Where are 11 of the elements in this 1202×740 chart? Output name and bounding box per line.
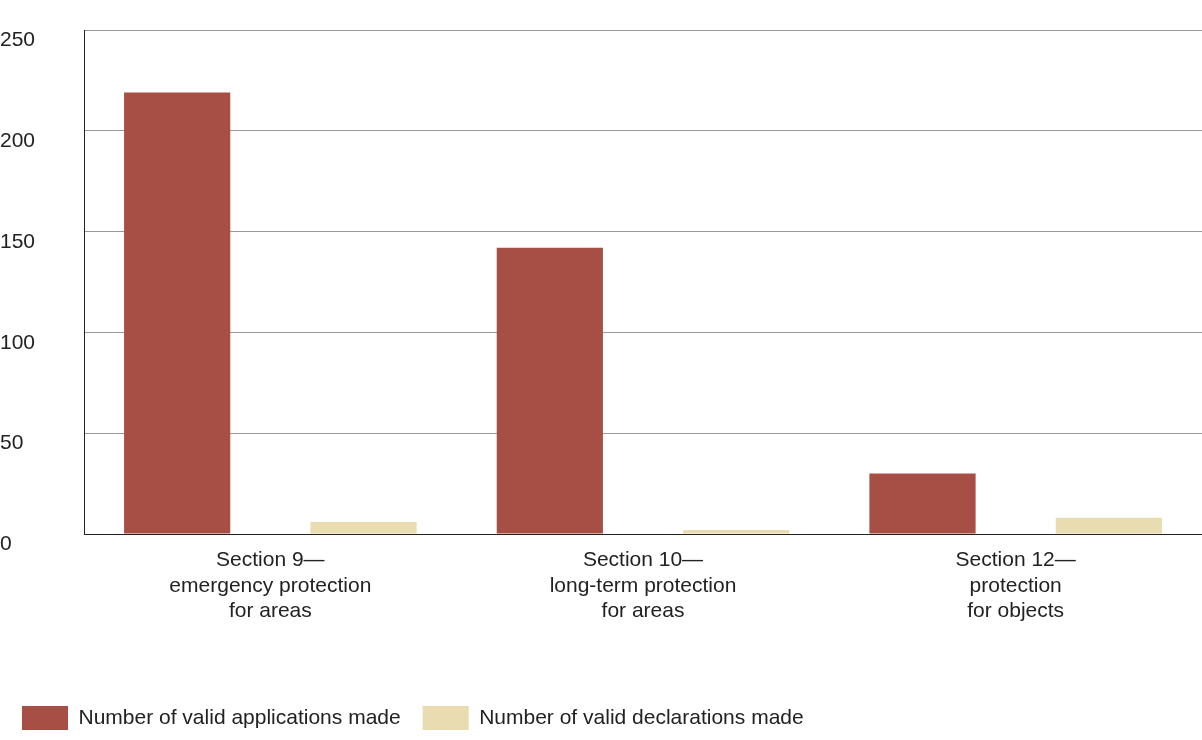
y-tick-label: 100 bbox=[0, 329, 36, 353]
x-tick-label: Section 12— protection for objects bbox=[955, 547, 1076, 621]
y-tick-label: 250 bbox=[0, 27, 36, 51]
y-tick-label: 50 bbox=[0, 430, 24, 454]
x-tick-label: Section 9— emergency protection for areas bbox=[169, 547, 372, 621]
y-tick-label: 0 bbox=[0, 531, 12, 555]
legend-label: Number of valid declarations made bbox=[479, 704, 804, 728]
x-tick-label: Section 10— long-term protection for areas bbox=[549, 547, 737, 621]
y-tick-label: 200 bbox=[0, 128, 36, 152]
y-tick-label: 150 bbox=[0, 228, 36, 252]
legend-label: Number of valid applications made bbox=[78, 704, 401, 728]
